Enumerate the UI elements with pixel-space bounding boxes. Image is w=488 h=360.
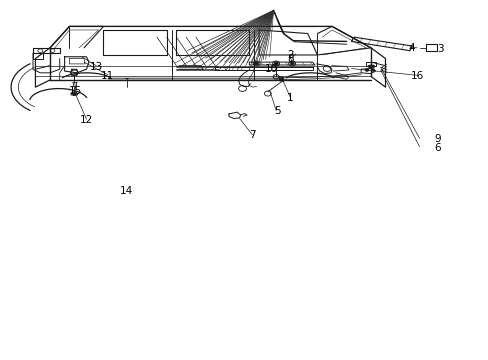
Text: 12: 12 [80,115,93,125]
Text: 7: 7 [248,130,255,140]
Circle shape [255,63,258,64]
Text: 11: 11 [101,71,114,81]
Text: 3: 3 [436,44,443,54]
Text: 14: 14 [120,186,133,196]
Circle shape [274,63,277,64]
Circle shape [73,93,76,95]
Text: 9: 9 [433,134,440,144]
Circle shape [280,78,283,80]
Text: 16: 16 [410,71,424,81]
Text: 8: 8 [286,54,293,64]
Text: 13: 13 [89,63,102,72]
Text: 1: 1 [286,93,293,103]
Text: 15: 15 [69,86,82,96]
Circle shape [290,63,293,64]
Circle shape [365,69,368,71]
Text: 5: 5 [273,106,280,116]
Circle shape [371,69,373,71]
Text: 6: 6 [433,143,440,153]
Text: 2: 2 [286,50,293,60]
Text: 10: 10 [264,64,278,74]
Text: 4: 4 [407,43,414,53]
Circle shape [368,65,371,67]
Circle shape [371,65,373,67]
